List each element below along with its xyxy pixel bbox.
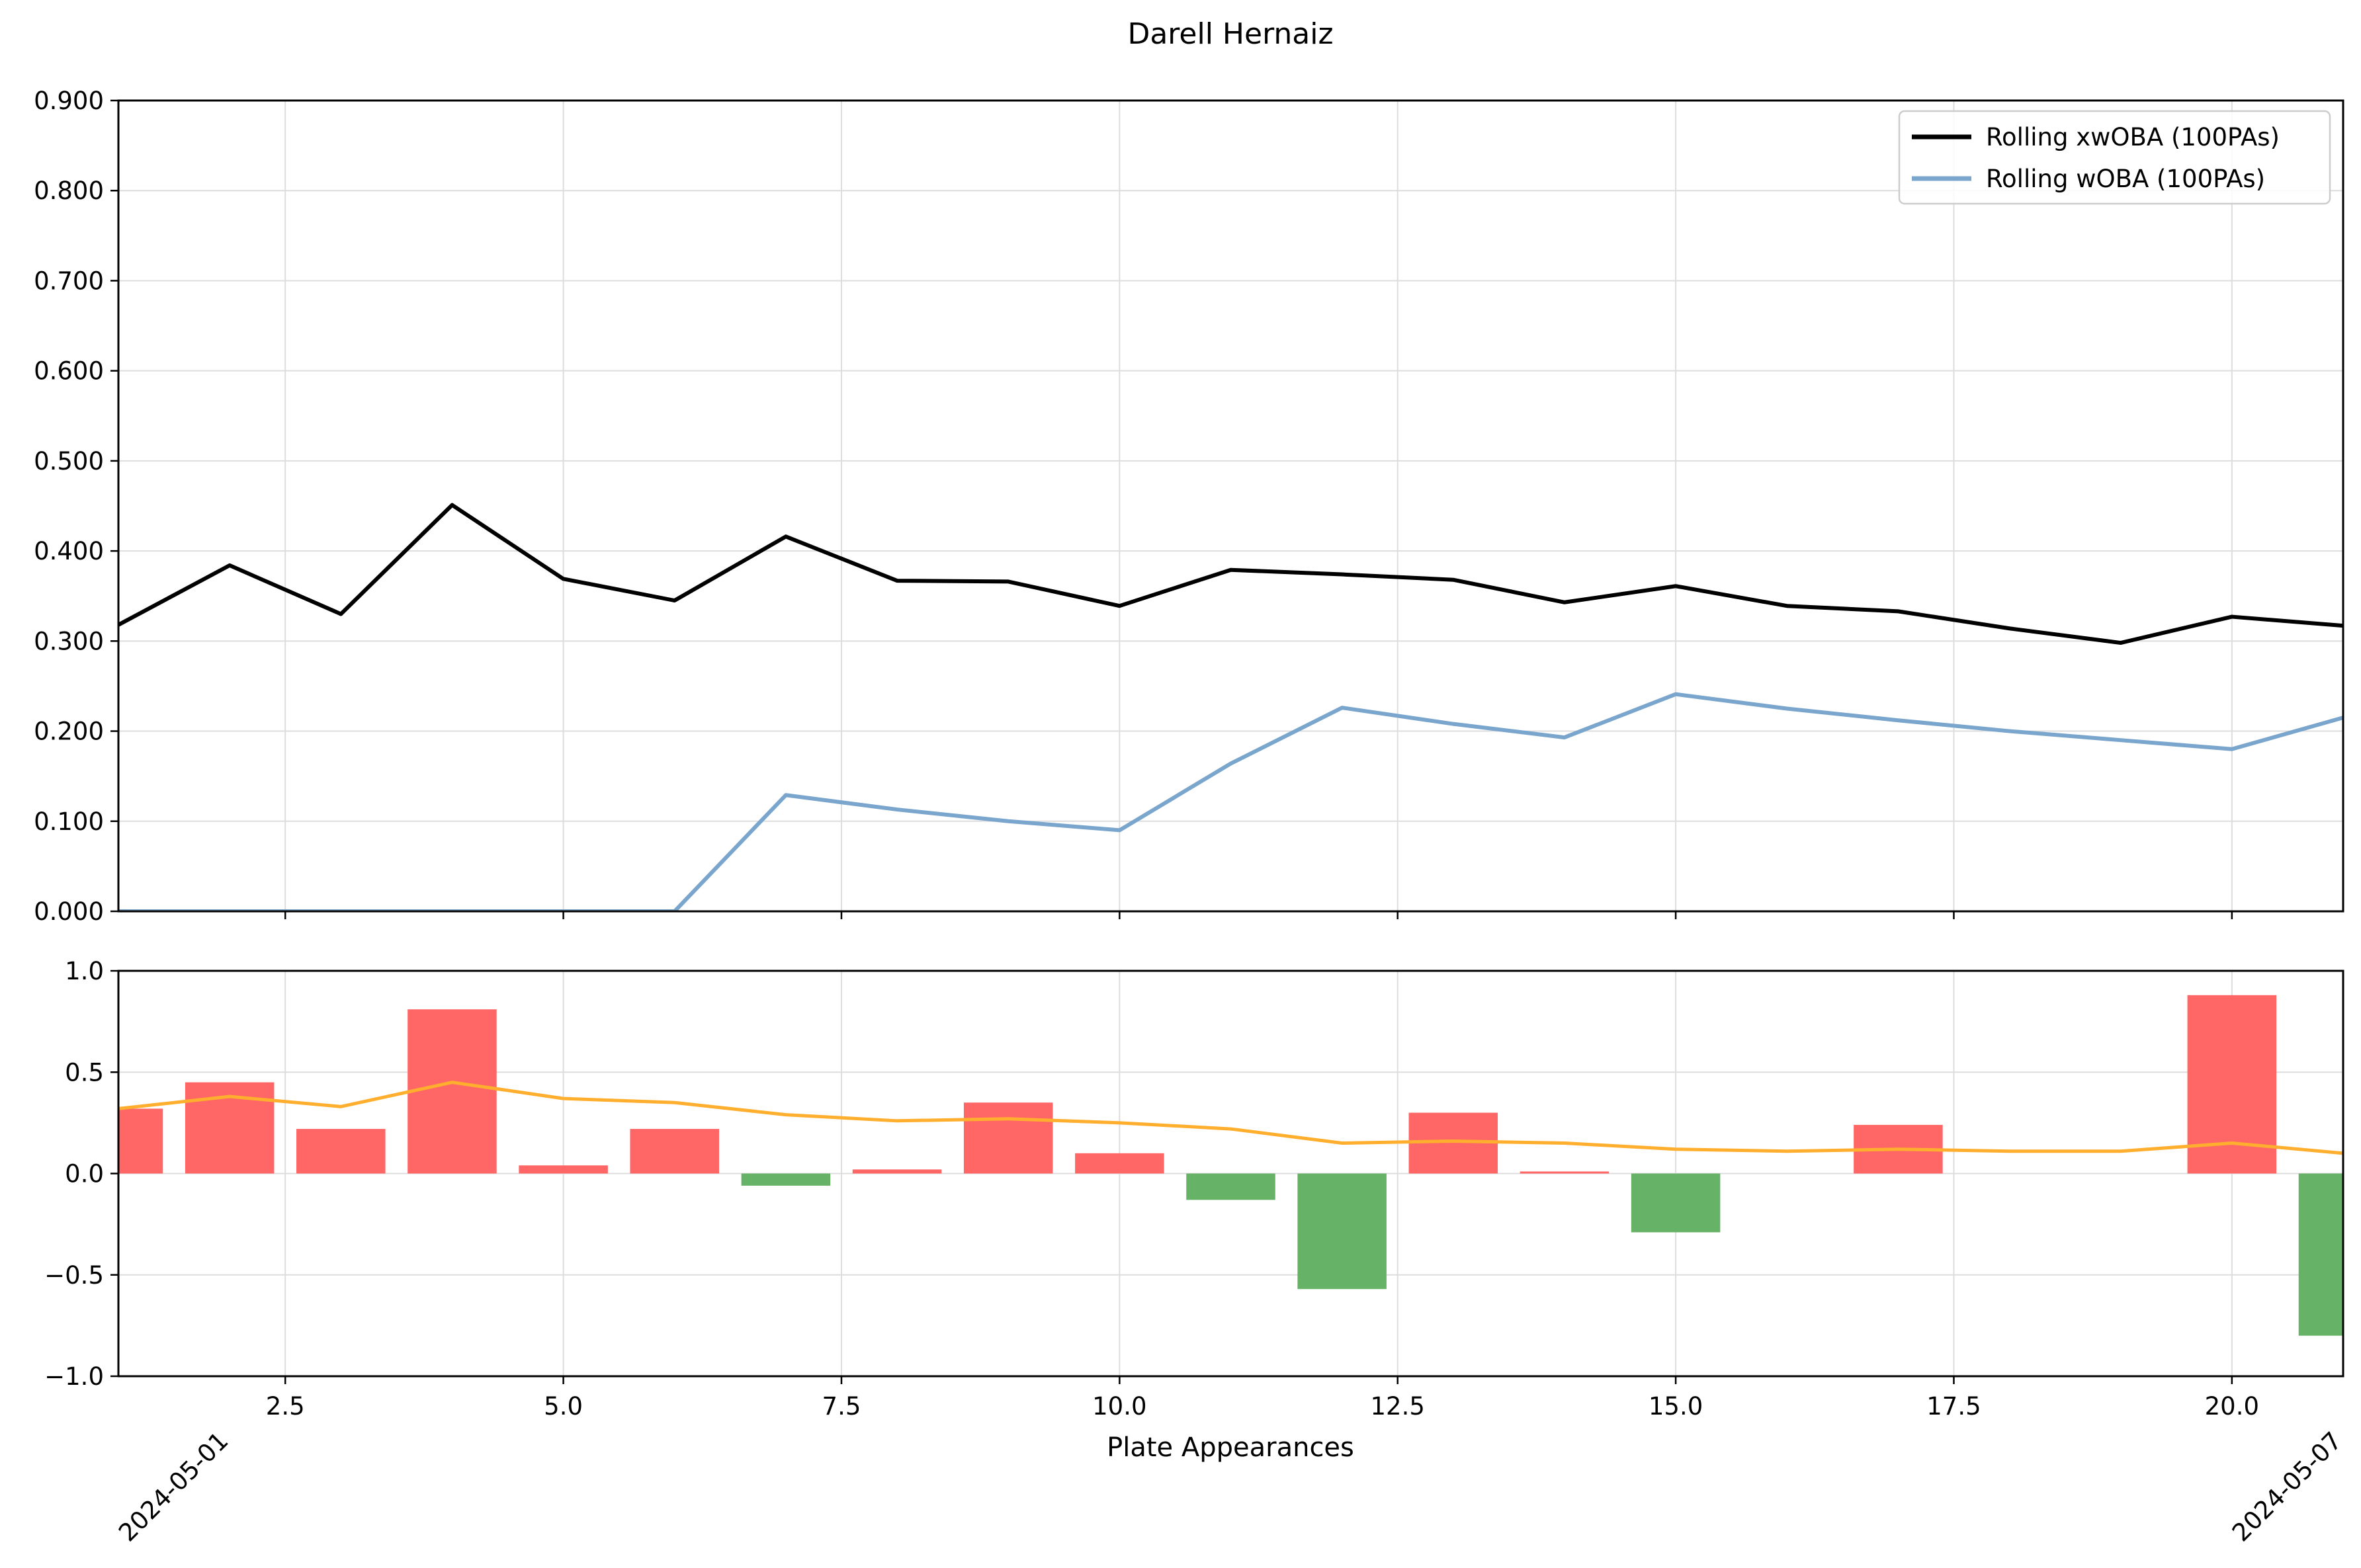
bar-negative (1297, 1173, 1387, 1290)
bar-negative (1186, 1173, 1275, 1200)
bar-positive (1520, 1171, 1610, 1174)
bottom-xtick-label: 5.0 (544, 1392, 583, 1421)
chart-title: Darell Hernaiz (1127, 17, 1333, 51)
bar-positive (118, 1108, 163, 1174)
top-ytick-label: 0.800 (34, 177, 104, 205)
rolling-diff-line (118, 1081, 2343, 1155)
top-ytick-label: 0.600 (34, 357, 104, 386)
bottom-ytick-label: 1.0 (65, 957, 104, 985)
top-ytick-label: 0.900 (34, 87, 104, 115)
legend-box (1898, 110, 2331, 205)
top-ytick-label: 0.700 (34, 267, 104, 295)
top-lines (118, 503, 2343, 911)
bottom-xtick-label: 12.5 (1371, 1392, 1425, 1421)
top-ytick-label: 0.200 (34, 718, 104, 746)
bottom-ytick-label: 0.5 (65, 1058, 104, 1087)
top-ytick-label: 0.400 (34, 537, 104, 565)
top-plot-frame (117, 99, 2344, 913)
bar-negative (2298, 1173, 2343, 1336)
top-ytick-label: 0.100 (34, 807, 104, 836)
top-panel: 0.000 0.100 0.200 0.300 0.400 0.500 0.600 0.700… (34, 87, 2344, 926)
bottom-xtick-label: 2.5 (266, 1392, 305, 1421)
bar-positive (519, 1165, 608, 1174)
date-label: 2024-05-07 (2227, 1426, 2347, 1547)
date-label: 2024-05-01 (113, 1426, 234, 1547)
bottom-ytick-label: −0.5 (44, 1261, 104, 1290)
top-yticks: 0.000 0.100 0.200 0.300 0.400 0.500 0.600 0.700… (34, 87, 118, 926)
x-axis-label: Plate Appearances (1107, 1432, 1354, 1463)
xwoba-series-line (118, 503, 2343, 645)
legend-label-xwoba: Rolling xwOBA (100PAs) (1986, 123, 2280, 151)
top-ytick-label: 0.000 (34, 897, 104, 926)
top-ytick-label: 0.500 (34, 447, 104, 475)
bottom-xtick-label: 7.5 (822, 1392, 861, 1421)
bottom-xtick-label: 17.5 (1926, 1392, 1981, 1421)
bar-positive (963, 1102, 1053, 1174)
bottom-ytick-label: −1.0 (44, 1362, 104, 1391)
bar-positive (408, 1009, 497, 1174)
bottom-line (118, 1081, 2343, 1155)
bottom-xtick-label: 15.0 (1649, 1392, 1703, 1421)
top-grid (118, 100, 2343, 912)
bar-positive (852, 1169, 942, 1174)
bottom-xtick-label: 10.0 (1092, 1392, 1146, 1421)
bar-negative (1631, 1173, 1721, 1233)
legend: Rolling xwOBA (100PAs) Rolling wOBA (100… (1898, 110, 2331, 205)
bar-positive (296, 1129, 386, 1174)
bar-positive (1075, 1153, 1164, 1174)
top-xticks (284, 911, 2233, 919)
bottom-ytick-label: 0.0 (65, 1160, 104, 1188)
woba-series-line (118, 692, 2343, 911)
bottom-yticks: −1.0 −0.5 0.0 0.5 1.0 (44, 957, 118, 1391)
bottom-xtick-label: 20.0 (2205, 1392, 2259, 1421)
bottom-bars (118, 995, 2343, 1336)
top-ytick-label: 0.300 (34, 627, 104, 655)
bar-positive (630, 1129, 720, 1174)
bar-negative (741, 1173, 831, 1186)
bottom-xticks: 2.5 5.0 7.5 10.0 12.5 15.0 17.5 20.0 (266, 1376, 2259, 1421)
legend-label-woba: Rolling wOBA (100PAs) (1986, 165, 2265, 193)
